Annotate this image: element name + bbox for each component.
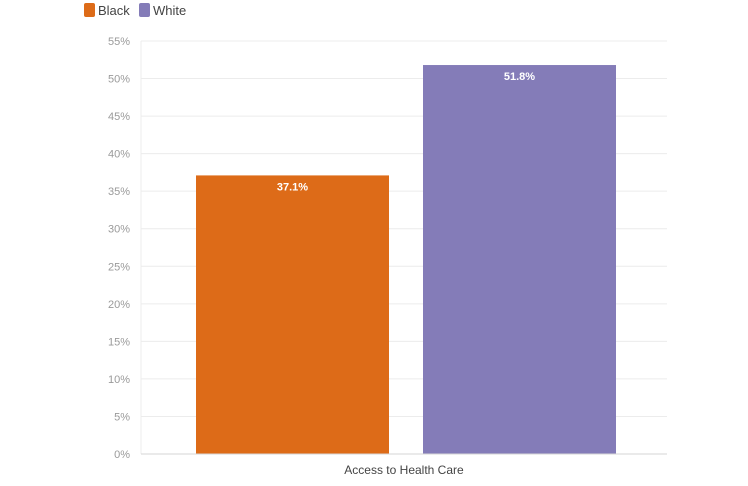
- bars: [196, 65, 616, 455]
- y-tick-label: 25%: [108, 261, 130, 273]
- legend: Black White: [84, 3, 186, 18]
- y-tick-label: 35%: [108, 186, 130, 198]
- data-label-black: 37.1%: [277, 181, 308, 193]
- category-label: Access to Health Care: [344, 463, 464, 477]
- y-tick-label: 5%: [114, 411, 130, 423]
- data-label-white: 51.8%: [504, 71, 535, 83]
- legend-swatch-white: [139, 3, 150, 17]
- y-tick-label: 20%: [108, 299, 130, 311]
- data-labels: 37.1% 51.8%: [277, 71, 535, 193]
- legend-label-black: Black: [98, 3, 130, 18]
- legend-swatch-black: [84, 3, 95, 17]
- y-tick-label: 45%: [108, 111, 130, 123]
- bar-white: [423, 65, 616, 455]
- y-tick-label: 0%: [114, 449, 130, 461]
- legend-label-white: White: [153, 3, 186, 18]
- y-tick-label: 55%: [108, 36, 130, 48]
- bar-black: [196, 175, 389, 454]
- y-tick-label: 15%: [108, 336, 130, 348]
- y-tick-label: 10%: [108, 374, 130, 386]
- y-tick-label: 50%: [108, 74, 130, 86]
- y-axis: 0% 5% 10% 15% 20% 25% 30% 35% 40% 45% 50% 55%: [108, 36, 142, 461]
- y-tick-label: 30%: [108, 224, 130, 236]
- y-tick-label: 40%: [108, 149, 130, 161]
